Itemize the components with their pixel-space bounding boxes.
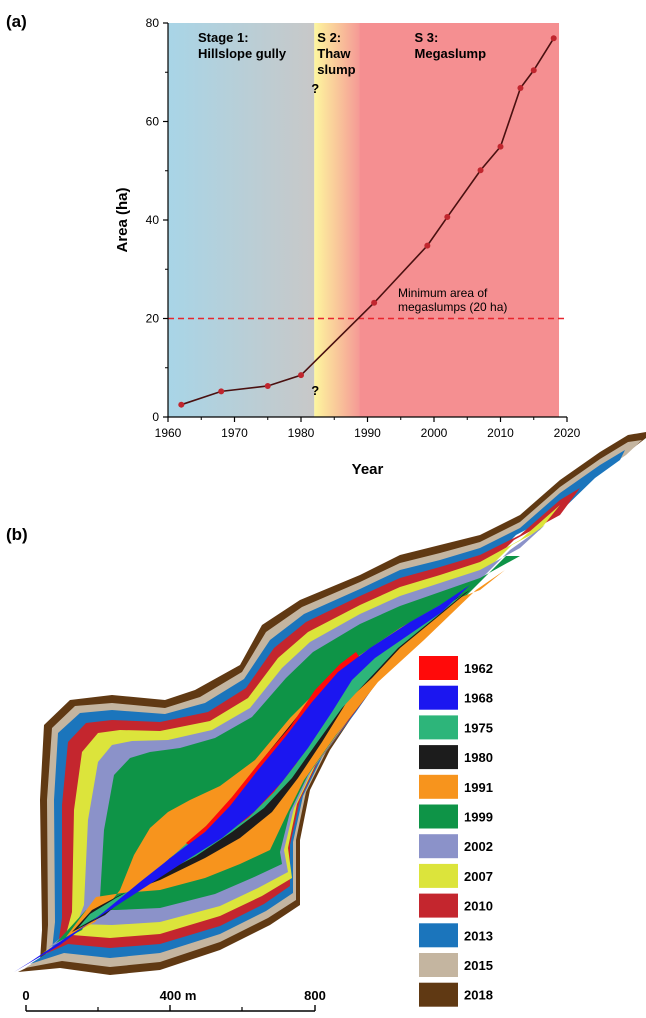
legend-swatch-1968 [419, 685, 458, 710]
stage-1-band [168, 23, 315, 417]
data-point [424, 242, 431, 249]
data-point [497, 143, 504, 150]
x-tick-label: 1960 [155, 426, 182, 440]
legend-label-2015: 2015 [464, 958, 493, 973]
legend-label-1991: 1991 [464, 780, 493, 795]
y-tick-label: 80 [146, 16, 160, 30]
data-point [178, 401, 185, 408]
scale-label-800: 800 [304, 988, 326, 1003]
legend-label-1975: 1975 [464, 720, 493, 735]
legend-label-1962: 1962 [464, 661, 493, 676]
slump-map [14, 432, 646, 975]
y-tick-label: 0 [152, 410, 159, 424]
data-point [550, 35, 557, 42]
legend-swatch-1999 [419, 804, 458, 829]
threshold-label-2: megaslumps (20 ha) [398, 300, 507, 314]
panel-b-label: (b) [6, 525, 28, 544]
stage-2-label: S 2: [317, 30, 341, 45]
data-point [298, 372, 304, 379]
data-point [264, 382, 271, 389]
legend-swatch-2010 [419, 893, 458, 918]
extent-1968 [14, 585, 470, 972]
stage-1-label-2: Hillslope gully [198, 46, 287, 61]
x-tick-label: 1970 [221, 426, 248, 440]
legend-label-2013: 2013 [464, 928, 493, 943]
legend-swatch-2002 [419, 834, 458, 859]
data-point [444, 214, 451, 221]
legend-swatch-2018 [419, 982, 458, 1007]
scale-label-400: 400 m [160, 988, 197, 1003]
legend-label-2018: 2018 [464, 988, 493, 1003]
panel-a-label: (a) [6, 12, 27, 31]
legend-label-2002: 2002 [464, 839, 493, 854]
data-point [218, 388, 225, 395]
legend-swatch-2007 [419, 863, 458, 888]
scale-label-0: 0 [22, 988, 29, 1003]
y-axis-title: Area (ha) [114, 187, 131, 252]
stage-2-label-2: Thaw [317, 46, 351, 61]
uncertainty-mark-bottom: ? [311, 383, 319, 398]
legend-label-1999: 1999 [464, 810, 493, 825]
area-series-line [181, 37, 555, 406]
threshold-label-1: Minimum area of [398, 286, 488, 300]
x-axis-title: Year [352, 461, 384, 478]
y-tick-label: 60 [146, 115, 160, 129]
y-tick-label: 20 [146, 312, 160, 326]
legend-label-2007: 2007 [464, 869, 493, 884]
legend: 1962 1968 1975 1980 1991 1999 2002 2007 2010 2013… [419, 656, 493, 1007]
legend-label-1968: 1968 [464, 691, 493, 706]
x-tick-label: 2010 [487, 426, 514, 440]
scale-bar: 0 400 m 800 [22, 988, 326, 1012]
x-tick-label: 2000 [421, 426, 448, 440]
legend-swatch-1980 [419, 745, 458, 770]
data-point [371, 299, 378, 306]
uncertainty-mark-top: ? [311, 81, 319, 96]
stage-3-band [359, 23, 560, 417]
y-tick-label: 40 [146, 213, 160, 227]
legend-swatch-2013 [419, 923, 458, 948]
x-tick-label: 1990 [354, 426, 381, 440]
legend-swatch-1962 [419, 656, 458, 680]
legend-label-2010: 2010 [464, 899, 493, 914]
stage-2-label-3: slump [317, 62, 355, 77]
legend-swatch-2015 [419, 953, 458, 977]
x-tick-label: 1980 [288, 426, 315, 440]
data-point [517, 85, 524, 92]
legend-swatch-1991 [419, 774, 458, 799]
legend-swatch-1975 [419, 715, 458, 740]
stage-1-label: Stage 1: [198, 30, 249, 45]
data-point [530, 67, 537, 74]
data-point [477, 167, 484, 174]
stage-3-label: S 3: [415, 30, 439, 45]
x-tick-label: 2020 [554, 426, 581, 440]
legend-label-1980: 1980 [464, 750, 493, 765]
stage-2-band [314, 23, 360, 417]
stage-3-label-2: Megaslump [415, 46, 487, 61]
